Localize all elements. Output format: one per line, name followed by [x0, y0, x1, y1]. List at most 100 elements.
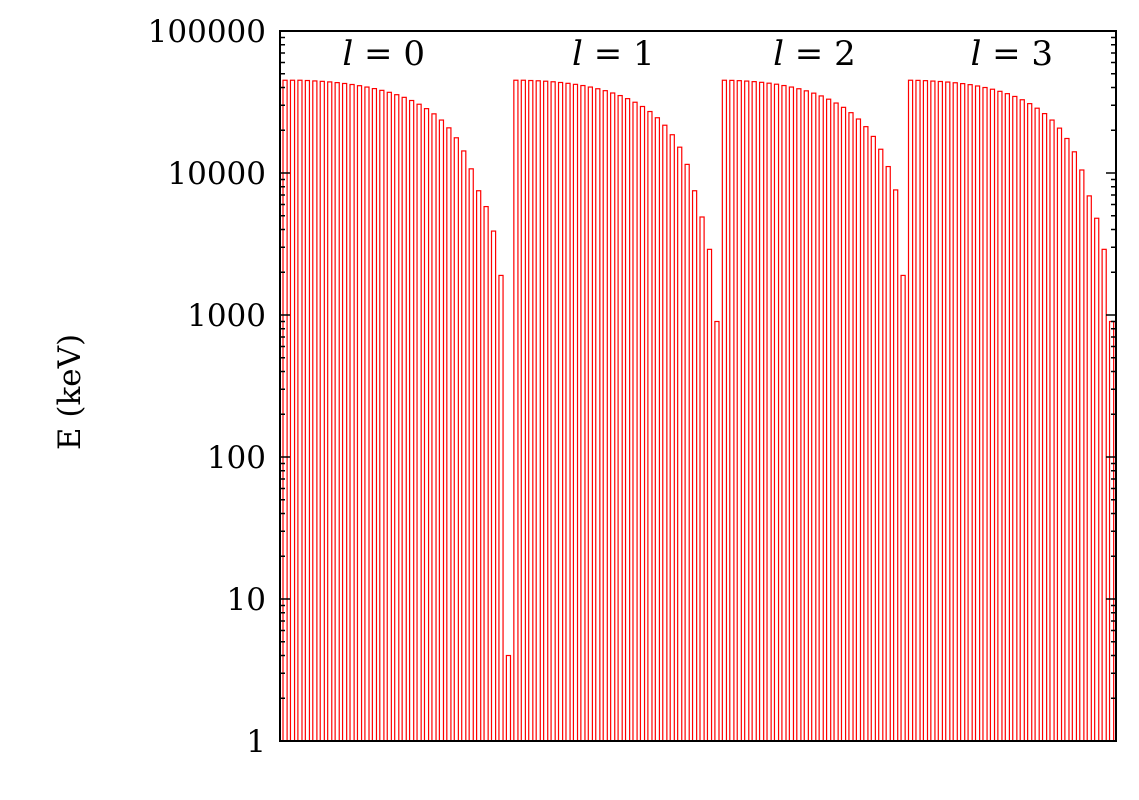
bar-g0-19 — [423, 108, 430, 742]
bar-g1-18 — [639, 105, 646, 742]
bar-g1-21 — [662, 124, 668, 742]
bar-g1-16 — [624, 98, 631, 742]
bar-g0-1 — [289, 79, 296, 742]
bar-g0-6 — [327, 81, 333, 742]
bar-g2-3 — [744, 80, 750, 742]
bar-g2-19 — [863, 126, 869, 742]
bars-layer — [282, 79, 1115, 742]
bar-g0-14 — [386, 91, 392, 742]
bar-g1-4 — [535, 80, 541, 742]
y-tick-label: 10 — [227, 582, 266, 618]
bar-g3-24 — [1086, 195, 1092, 742]
bar-g3-3 — [930, 80, 936, 742]
bar-g3-6 — [952, 82, 958, 742]
bar-g0-16 — [401, 96, 407, 742]
bar-g3-26 — [1101, 248, 1107, 742]
bar-g3-15 — [1019, 99, 1025, 742]
bar-g1-17 — [632, 101, 638, 742]
bar-g0-13 — [379, 89, 385, 742]
bar-g0-8 — [341, 82, 348, 742]
bar-g2-23 — [893, 189, 899, 742]
bar-g1-23 — [677, 146, 683, 742]
bar-g3-20 — [1056, 127, 1063, 742]
bar-g2-11 — [803, 90, 809, 742]
y-tick-label: 1000 — [187, 298, 266, 334]
bar-g1-12 — [595, 88, 601, 742]
bar-g3-7 — [960, 83, 966, 742]
bar-g2-4 — [751, 81, 757, 742]
bar-g1-24 — [684, 163, 690, 742]
bar-g3-14 — [1012, 95, 1018, 742]
bar-g3-10 — [982, 86, 988, 742]
bar-g3-16 — [1027, 103, 1033, 742]
bar-g3-19 — [1049, 119, 1055, 742]
bar-g2-7 — [773, 83, 780, 742]
bar-g0-17 — [408, 99, 415, 742]
y-tick-label: 100 — [207, 440, 266, 476]
bar-g1-6 — [550, 81, 556, 742]
y-tick-label: 100000 — [148, 14, 266, 50]
bar-g0-4 — [312, 80, 318, 742]
bar-g2-13 — [818, 95, 824, 742]
bar-g2-15 — [833, 102, 839, 742]
bar-g2-22 — [885, 165, 891, 742]
bar-g2-8 — [781, 84, 787, 742]
y-tick-label: 10000 — [167, 156, 266, 192]
group-label-0: l = 0 — [342, 34, 425, 74]
bar-g2-14 — [825, 98, 832, 742]
bar-g3-23 — [1079, 169, 1085, 742]
bar-g0-11 — [364, 86, 370, 742]
bar-g1-28 — [714, 320, 720, 742]
bar-g1-26 — [699, 216, 705, 742]
bar-g1-10 — [580, 84, 586, 742]
bar-g3-21 — [1064, 137, 1070, 742]
bar-g2-9 — [788, 86, 795, 742]
bar-g3-2 — [922, 80, 929, 742]
bar-g0-18 — [416, 103, 422, 742]
bar-g2-2 — [736, 80, 742, 742]
bar-g1-2 — [520, 79, 526, 742]
labels-layer: 1 10 100 1000 10000 100000 l = 0 l = 1 l = 2 l = … — [148, 14, 1053, 760]
bar-g0-2 — [297, 79, 303, 742]
bar-g1-25 — [691, 190, 698, 742]
bar-g1-14 — [610, 92, 616, 742]
bar-g1-7 — [557, 81, 564, 742]
bar-g3-8 — [967, 84, 973, 742]
bar-g3-4 — [937, 80, 943, 742]
bar-g3-1 — [915, 79, 921, 742]
bar-g2-12 — [811, 92, 817, 742]
bar-g3-9 — [974, 85, 981, 742]
bar-g0-22 — [446, 127, 452, 742]
bar-g0-3 — [304, 79, 311, 742]
group-label-3: l = 3 — [970, 34, 1053, 74]
bar-g2-20 — [870, 135, 876, 742]
bar-g1-8 — [565, 82, 571, 742]
bar-g1-11 — [587, 86, 593, 742]
bar-g3-17 — [1034, 107, 1040, 742]
bar-g2-0 — [721, 79, 728, 742]
bar-g2-5 — [758, 81, 765, 742]
bar-g0-9 — [349, 83, 355, 742]
y-axis-label: E (keV) — [52, 334, 88, 450]
bar-g0-24 — [461, 150, 467, 742]
bar-g3-13 — [1004, 93, 1010, 742]
bar-g3-22 — [1071, 151, 1078, 742]
bar-g0-10 — [356, 85, 363, 742]
bar-g1-3 — [528, 79, 534, 742]
bar-g0-7 — [334, 82, 340, 742]
bar-g0-29 — [498, 274, 504, 742]
bar-g1-1 — [513, 79, 519, 742]
bar-g3-0 — [907, 79, 914, 742]
bar-g0-12 — [371, 87, 378, 742]
bar-g0-20 — [431, 113, 437, 742]
bar-g2-17 — [848, 112, 854, 742]
bar-g1-19 — [647, 110, 653, 742]
bar-g2-1 — [729, 79, 735, 742]
bar-g1-27 — [706, 248, 713, 742]
group-label-1: l = 1 — [572, 34, 655, 74]
bar-g3-11 — [989, 88, 996, 742]
y-tick-label: 1 — [246, 724, 266, 760]
bar-g2-21 — [878, 148, 884, 742]
bar-g1-22 — [669, 134, 675, 742]
